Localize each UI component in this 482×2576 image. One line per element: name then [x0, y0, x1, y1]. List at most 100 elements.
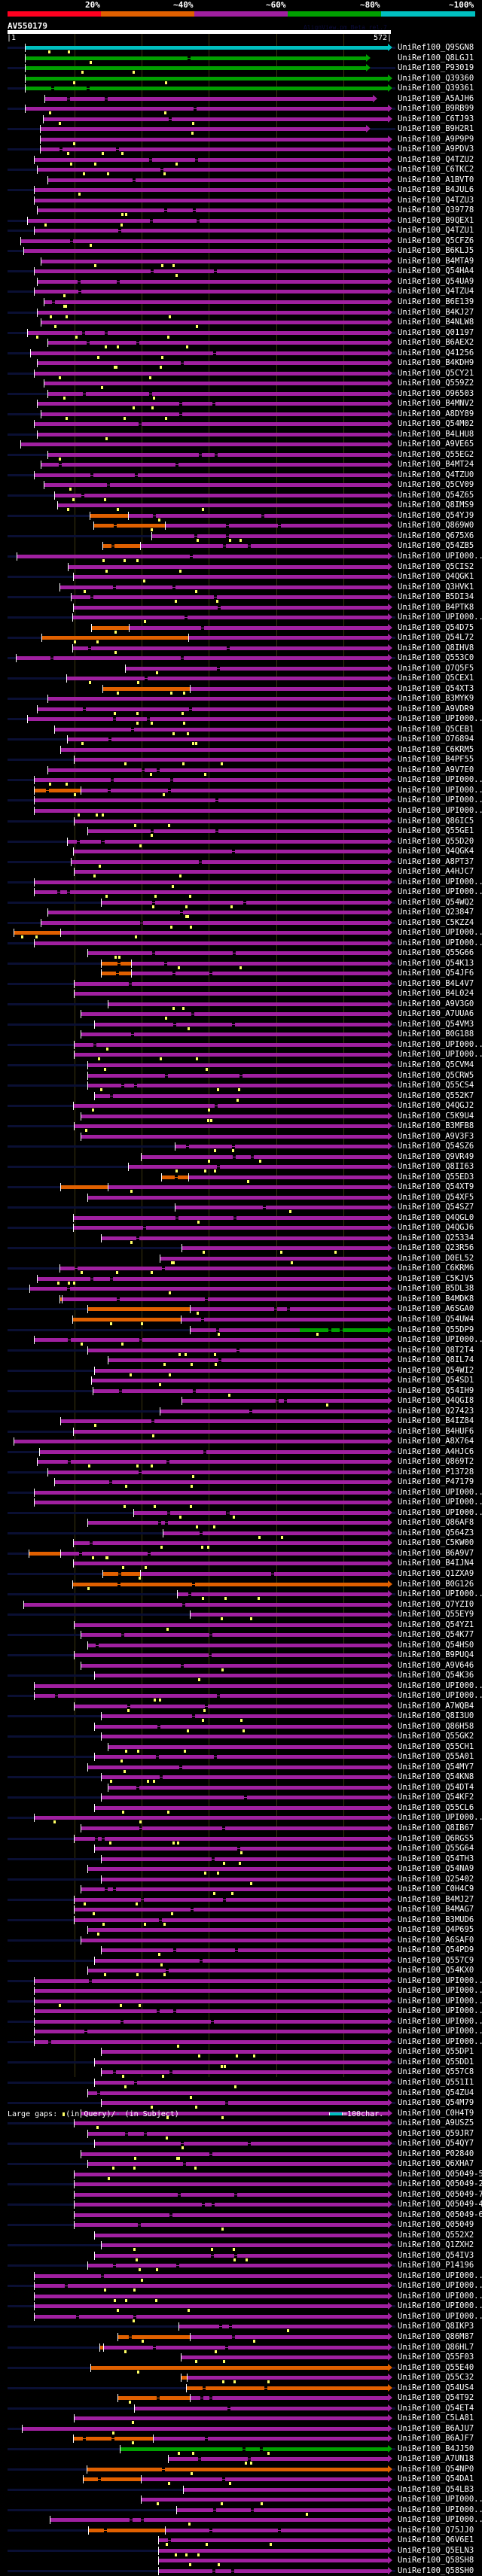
hit-label[interactable]: UniRef100_B4MAG7 [398, 1905, 474, 1915]
hit-label[interactable]: UniRef100_Q86IC5 [398, 816, 474, 826]
hit-label[interactable]: UniRef100_Q5CRW5 [398, 1070, 474, 1080]
hit-label[interactable]: UniRef100_UPI000.. [398, 2311, 482, 2321]
hit-label[interactable]: UniRef100_P14196 [398, 2261, 474, 2270]
hit-row[interactable]: UniRef100_B4JUL6 [0, 185, 482, 196]
hit-row[interactable]: UniRef100_Q5CRW5 [0, 1071, 482, 1081]
hit-row[interactable]: UniRef100_C0H4T9 [0, 2108, 482, 2119]
hit-label[interactable]: UniRef100_Q9SGN8 [398, 43, 474, 52]
hit-label[interactable]: UniRef100_C0H4T9 [398, 2108, 474, 2118]
hit-label[interactable]: UniRef100_Q54UW4 [398, 1315, 474, 1324]
hit-row[interactable]: UniRef100_Q9SGN8 [0, 43, 482, 53]
hit-label[interactable]: UniRef100_A7UN18 [398, 2454, 474, 2464]
hit-label[interactable]: UniRef100_A9USZ5 [398, 2118, 474, 2128]
hit-label[interactable]: UniRef100_B5DI34 [398, 592, 474, 602]
hit-label[interactable]: UniRef100_UPI000.. [398, 714, 482, 724]
hit-row[interactable]: UniRef100_Q4QGK1 [0, 572, 482, 583]
hit-label[interactable]: UniRef100_Q05049-7 [398, 2189, 482, 2199]
hit-row[interactable]: UniRef100_P14196 [0, 2261, 482, 2272]
hit-label[interactable]: UniRef100_B4L024 [398, 989, 474, 999]
hit-label[interactable]: UniRef100_UPI000.. [398, 785, 482, 795]
hit-label[interactable]: UniRef100_UPI000.. [398, 775, 482, 785]
hit-label[interactable]: UniRef100_Q86HL7 [398, 2342, 474, 2352]
hit-row[interactable]: UniRef100_UPI000.. [0, 2271, 482, 2282]
hit-label[interactable]: UniRef100_Q55CH1 [398, 1741, 474, 1751]
hit-label[interactable]: UniRef100_UPI000.. [398, 1986, 482, 1996]
hit-label[interactable]: UniRef100_Q557C9 [398, 1955, 474, 1965]
hit-label[interactable]: UniRef100_Q54IV3 [398, 2250, 474, 2260]
hit-label[interactable]: UniRef100_Q27423 [398, 1406, 474, 1416]
hit-label[interactable]: UniRef100_Q54YZ1 [398, 1620, 474, 1629]
hit-label[interactable]: UniRef100_Q05049-5 [398, 2169, 482, 2179]
hit-label[interactable]: UniRef100_Q4QGK1 [398, 572, 474, 582]
hit-label[interactable]: UniRef100_Q5CY21 [398, 368, 474, 378]
hit-row[interactable]: UniRef100_Q54XT9 [0, 1182, 482, 1194]
hit-label[interactable]: UniRef100_A5AJH6 [398, 93, 474, 103]
hit-row[interactable]: UniRef100_Q7Q5F5 [0, 664, 482, 674]
hit-label[interactable]: UniRef100_UPI000.. [398, 928, 482, 938]
hit-row[interactable]: UniRef100_A6SGA0 [0, 1304, 482, 1315]
hit-label[interactable]: UniRef100_A1BVT0 [398, 175, 474, 184]
hit-label[interactable]: UniRef100_Q869W0 [398, 521, 474, 531]
hit-label[interactable]: UniRef100_Q54DA1 [398, 2474, 474, 2484]
hit-row[interactable]: UniRef100_Q54HS0 [0, 1641, 482, 1650]
hit-row[interactable]: UniRef100_Q01197 [0, 328, 482, 339]
hit-label[interactable]: UniRef100_Q86H58 [398, 1721, 474, 1731]
hit-label[interactable]: UniRef100_Q54WI2 [398, 1365, 474, 1375]
hit-row[interactable]: UniRef100_Q55DD1 [0, 2057, 482, 2068]
hit-row[interactable]: UniRef100_Q54HA4 [0, 266, 482, 278]
hit-label[interactable]: UniRef100_B3MUD6 [398, 1915, 474, 1924]
hit-row[interactable]: UniRef100_UPI000.. [0, 2017, 482, 2027]
hit-row[interactable]: UniRef100_UPI000.. [0, 1050, 482, 1061]
hit-label[interactable]: UniRef100_B4HUF6 [398, 1426, 474, 1436]
hit-row[interactable]: UniRef100_C6KRM6 [0, 1264, 482, 1275]
hit-label[interactable]: UniRef100_Q553C0 [398, 653, 474, 663]
hit-row[interactable]: UniRef100_Q4QGJ6 [0, 1223, 482, 1233]
hit-label[interactable]: UniRef100_Q54UA9 [398, 276, 474, 286]
hit-label[interactable]: UniRef100_Q54QY7 [398, 2139, 474, 2149]
hit-label[interactable]: UniRef100_Q5CEX1 [398, 674, 474, 683]
hit-label[interactable]: UniRef100_Q4TZU0 [398, 470, 474, 479]
hit-label[interactable]: UniRef100_Q23847 [398, 908, 474, 917]
hit-row[interactable]: UniRef100_Q05049-2 [0, 2179, 482, 2189]
hit-label[interactable]: UniRef100_Q5ELN3 [398, 2545, 474, 2555]
hit-label[interactable]: UniRef100_Q55DD1 [398, 2057, 474, 2067]
hit-row[interactable]: UniRef100_Q55G64 [0, 1844, 482, 1855]
hit-row[interactable]: UniRef100_B4IZ84 [0, 1416, 482, 1428]
hit-row[interactable]: UniRef100_P13728 [0, 1467, 482, 1478]
hit-label[interactable]: UniRef100_B4MT24 [398, 460, 474, 470]
hit-label[interactable]: UniRef100_Q54ET4 [398, 2403, 474, 2413]
hit-label[interactable]: UniRef100_Q8IKP3 [398, 2322, 474, 2331]
hit-label[interactable]: UniRef100_UPI000.. [398, 2495, 482, 2505]
hit-label[interactable]: UniRef100_Q4QGL0 [398, 1212, 474, 1222]
hit-label[interactable]: UniRef100_Q559Z2 [398, 379, 474, 388]
hit-label[interactable]: UniRef100_B4PF55 [398, 755, 474, 765]
hit-label[interactable]: UniRef100_Q54HS0 [398, 1640, 474, 1650]
hit-label[interactable]: UniRef100_A6SGA0 [398, 1304, 474, 1314]
hit-label[interactable]: UniRef100_Q58SH0 [398, 2565, 474, 2575]
hit-row[interactable]: UniRef100_Q8IL74 [0, 1355, 482, 1367]
hit-row[interactable]: UniRef100_Q54PD9 [0, 1945, 482, 1957]
hit-row[interactable]: UniRef100_B3MUD6 [0, 1915, 482, 1926]
hit-row[interactable]: UniRef100_A9P9P9 [0, 135, 482, 145]
hit-row[interactable]: UniRef100_UPI000.. [0, 2027, 482, 2036]
hit-label[interactable]: UniRef100_UPI000.. [398, 1487, 482, 1497]
hit-label[interactable]: UniRef100_B6KLJ5 [398, 246, 474, 256]
hit-row[interactable]: UniRef100_Q8LGJ1 [0, 53, 482, 64]
hit-row[interactable]: UniRef100_Q5CEB1 [0, 725, 482, 735]
hit-row[interactable]: UniRef100_Q552X2 [0, 2231, 482, 2240]
hit-label[interactable]: UniRef100_Q54ZU4 [398, 2088, 474, 2097]
hit-row[interactable]: UniRef100_Q54XT3 [0, 684, 482, 695]
hit-row[interactable]: UniRef100_UPI000.. [0, 1335, 482, 1346]
hit-label[interactable]: UniRef100_O76894 [398, 734, 474, 744]
hit-label[interactable]: UniRef100_Q55G66 [398, 948, 474, 958]
hit-row[interactable]: UniRef100_Q86M87 [0, 2332, 482, 2343]
hit-label[interactable]: UniRef100_UPI000.. [398, 2016, 482, 2026]
hit-row[interactable]: UniRef100_B5DL38 [0, 1284, 482, 1295]
hit-row[interactable]: UniRef100_A4HJC7 [0, 867, 482, 878]
hit-label[interactable]: UniRef100_Q54T92 [398, 2393, 474, 2403]
hit-label[interactable]: UniRef100_Q8LGJ1 [398, 53, 474, 62]
hit-label[interactable]: UniRef100_Q05049-4 [398, 2200, 482, 2210]
hit-row[interactable]: UniRef100_A9VE65 [0, 439, 482, 449]
hit-label[interactable]: UniRef100_UPI000.. [398, 1691, 482, 1701]
hit-label[interactable]: UniRef100_UPI000.. [398, 2301, 482, 2311]
